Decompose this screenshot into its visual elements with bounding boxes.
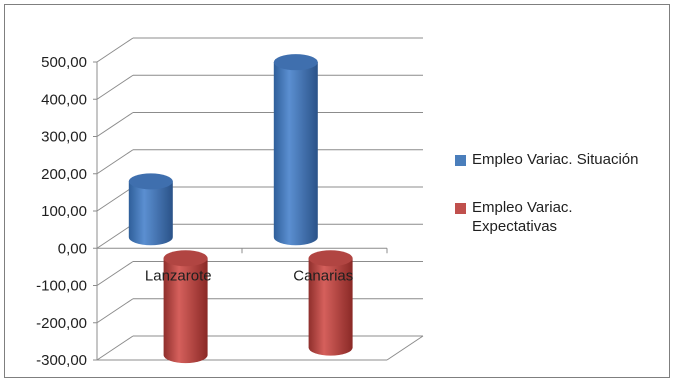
y-tick-label: 0,00 xyxy=(58,240,87,257)
gridline-depth xyxy=(96,74,134,100)
legend-label-line2: Expectativas xyxy=(472,218,558,235)
bar-body xyxy=(163,258,208,364)
y-tick-label: -200,00 xyxy=(36,315,87,332)
legend-label-situacion: Empleo Variac. Situación xyxy=(472,150,638,169)
legend-label-line1: Empleo Variac. Situación xyxy=(472,151,639,168)
bar-expectativas-canarias xyxy=(308,250,353,356)
gridline-depth xyxy=(96,223,134,249)
bar-body xyxy=(128,181,173,246)
bar-body xyxy=(273,62,318,246)
floor-edge xyxy=(386,335,424,361)
y-tick-label: 300,00 xyxy=(41,129,87,146)
bar-cap xyxy=(308,250,353,267)
y-tick-label: 100,00 xyxy=(41,203,87,220)
legend-label-expectativas: Empleo Variac. Expectativas xyxy=(472,198,573,236)
bar-situacion-lanzarote xyxy=(128,173,173,246)
x-tick-label: Lanzarote xyxy=(145,267,212,284)
gridline-depth xyxy=(96,298,134,324)
bar-cap xyxy=(128,173,173,190)
legend-swatch-situacion xyxy=(455,155,466,166)
x-tick-label: Canarias xyxy=(293,267,353,284)
bar-body xyxy=(308,258,353,356)
gridline-depth xyxy=(96,149,134,175)
bar-cap xyxy=(273,54,318,71)
legend: Empleo Variac. Situación Empleo Variac. … xyxy=(455,150,665,265)
bar-cap xyxy=(163,250,208,267)
axes xyxy=(93,61,388,361)
gridline-depth xyxy=(96,112,134,137)
tick-labels: 500,00 400,00 300,00 200,00 100,00 0,00 -100,0… xyxy=(36,54,353,369)
bar-situacion-canarias xyxy=(273,54,318,246)
gridline-depth xyxy=(96,261,134,286)
legend-item-situacion: Empleo Variac. Situación xyxy=(455,150,665,169)
gridline-depth xyxy=(96,37,134,63)
bars xyxy=(128,54,353,364)
legend-label-line1: Empleo Variac. xyxy=(472,199,573,216)
gridline-depth xyxy=(96,186,134,212)
y-tick-label: -300,00 xyxy=(36,352,87,369)
legend-swatch-expectativas xyxy=(455,203,466,214)
y-tick-label: 500,00 xyxy=(41,54,87,71)
gridline-depth xyxy=(96,335,134,361)
bar-expectativas-lanzarote xyxy=(163,250,208,364)
legend-item-expectativas: Empleo Variac. Expectativas xyxy=(455,198,665,236)
y-tick-label: -100,00 xyxy=(36,278,87,295)
y-tick-label: 200,00 xyxy=(41,166,87,183)
y-tick-label: 400,00 xyxy=(41,91,87,108)
